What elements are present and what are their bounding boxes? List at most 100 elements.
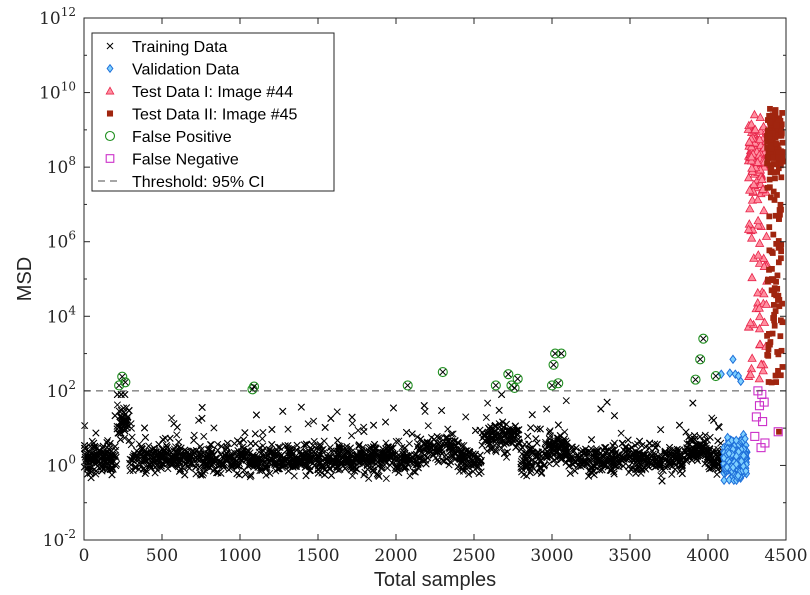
test-data-2-point: [778, 162, 784, 169]
training-point: [465, 470, 473, 478]
training-point: [296, 458, 304, 466]
training-point: [565, 462, 573, 470]
training-point: [657, 426, 665, 434]
training-point: [233, 470, 241, 478]
legend: Training Data Validation Data Test Data I:…: [91, 32, 335, 192]
training-point: [348, 419, 357, 427]
training-point: [659, 466, 667, 475]
training-point: [562, 397, 570, 405]
false-negative-marker: [758, 417, 768, 427]
validation-point: [737, 376, 745, 387]
training-point: [412, 450, 420, 458]
training-point: [137, 442, 146, 451]
training-point: [528, 463, 536, 471]
training-point: [134, 452, 142, 460]
training-point: [603, 398, 611, 406]
training-point: [523, 451, 531, 459]
test-data-2-point: [769, 250, 776, 256]
training-point: [543, 405, 551, 413]
test-data-1-point: [753, 287, 763, 297]
validation-point: [734, 470, 742, 481]
legend-false-positive-swatch: [104, 130, 116, 142]
training-point: [638, 441, 646, 450]
training-point: [668, 470, 676, 478]
training-point: [185, 454, 193, 462]
training-point: [181, 446, 189, 454]
training-point: [498, 391, 506, 399]
legend-false-negative-swatch: [105, 154, 115, 163]
training-point: [255, 455, 263, 463]
x-tick-label: 2500: [452, 546, 495, 566]
test-data-1-point: [744, 137, 754, 146]
training-point: [421, 407, 429, 415]
training-point: [446, 458, 454, 466]
training-point: [574, 462, 582, 470]
test-data-2-point: [779, 149, 786, 155]
training-point: [318, 461, 326, 469]
training-point: [646, 439, 654, 447]
test-data-2-point: [775, 259, 782, 266]
training-point: [190, 455, 198, 463]
training-point: [483, 447, 491, 455]
test-data-2-point: [764, 160, 770, 167]
false-positive-marker: [698, 333, 709, 344]
training-point: [650, 454, 658, 462]
training-point: [408, 430, 416, 438]
training-point: [155, 440, 163, 449]
false-positive-marker: [503, 369, 514, 380]
training-point: [689, 447, 697, 455]
training-point: [712, 372, 720, 380]
test-data-1-point: [754, 373, 764, 383]
training-point: [478, 441, 486, 449]
training-point: [554, 421, 562, 429]
training-point: [446, 447, 455, 455]
test-data-2-point: [779, 158, 786, 165]
y-tick-base: 10: [47, 456, 69, 476]
training-point: [111, 442, 119, 451]
training-point: [208, 447, 216, 455]
y-tick-label: 104: [47, 303, 77, 327]
training-point: [537, 452, 546, 460]
training-point: [268, 447, 276, 455]
validation-point: [717, 369, 725, 380]
training-point: [528, 448, 536, 456]
training-point: [628, 450, 636, 458]
training-point: [560, 445, 568, 453]
training-point: [507, 435, 516, 444]
training-point: [475, 469, 483, 477]
training-point: [502, 420, 510, 428]
test-data-1-point: [755, 311, 765, 321]
test-data-2-point: [767, 162, 774, 169]
training-point: [125, 436, 133, 445]
training-point: [211, 465, 219, 473]
x-tick-label: 1000: [218, 546, 261, 566]
legend-test-data-1-swatch: [105, 86, 115, 95]
training-point: [434, 458, 443, 466]
validation-point: [729, 354, 737, 365]
test-data-2-point: [770, 302, 777, 308]
false-positive-marker: [710, 370, 721, 382]
y-tick-exponent: 2: [68, 378, 76, 392]
test-data-2-point: [767, 148, 774, 155]
training-point: [393, 462, 401, 470]
training-point: [85, 455, 93, 463]
training-point: [358, 446, 366, 454]
training-point: [619, 462, 627, 470]
training-point: [594, 446, 602, 454]
training-point: [532, 435, 540, 443]
training-point: [714, 437, 722, 445]
training-point: [540, 462, 548, 470]
training-point: [273, 465, 281, 473]
test-data-1-point: [746, 151, 757, 161]
test-data-2-point: [765, 379, 772, 385]
training-point: [618, 456, 626, 464]
training-point: [541, 445, 549, 453]
training-point: [462, 413, 470, 421]
training-point: [459, 467, 467, 475]
training-point: [297, 403, 305, 411]
training-point: [597, 462, 605, 470]
training-point: [557, 451, 565, 459]
training-point: [462, 454, 470, 462]
training-point: [302, 472, 310, 480]
test-data-1-point: [755, 112, 765, 122]
